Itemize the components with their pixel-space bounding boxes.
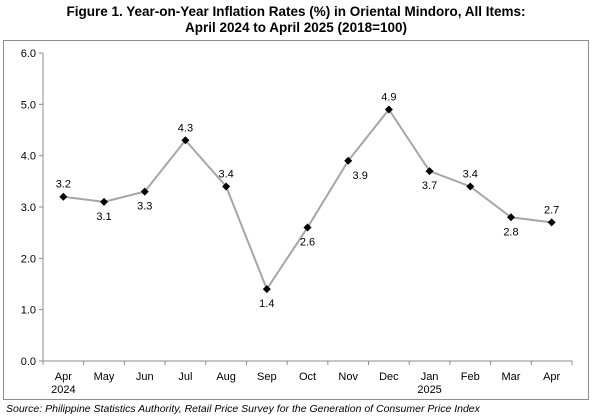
data-point-marker xyxy=(303,223,312,232)
x-tick-label: Mar xyxy=(501,371,520,383)
data-point-marker xyxy=(506,213,515,222)
x-tick-label: Aug xyxy=(216,371,236,383)
x-tick-label: Apr xyxy=(55,371,72,383)
x-tick-label: Jun xyxy=(136,371,154,383)
data-point-marker xyxy=(425,167,434,176)
data-markers xyxy=(59,105,556,294)
chart-title: Figure 1. Year-on-Year Inflation Rates (… xyxy=(0,4,592,36)
x-tick-label: Feb xyxy=(461,371,480,383)
x-tick-label: Jan xyxy=(421,371,439,383)
data-label: 3.9 xyxy=(353,170,368,182)
data-label: 2.8 xyxy=(503,226,518,238)
y-axis-ticks: 0.0 1.0 2.0 3.0 4.0 5.0 6.0 xyxy=(21,48,43,368)
data-label: 3.7 xyxy=(422,180,437,192)
data-label: 2.7 xyxy=(544,204,559,216)
data-label: 3.2 xyxy=(56,179,71,191)
data-point-marker xyxy=(100,197,109,206)
y-tick-label: 3.0 xyxy=(21,202,36,214)
data-label: 2.6 xyxy=(300,237,315,249)
data-label: 3.3 xyxy=(137,201,152,213)
data-label: 4.3 xyxy=(178,122,193,134)
data-point-marker xyxy=(344,156,353,165)
data-point-marker xyxy=(222,182,231,191)
y-tick-label: 1.0 xyxy=(21,305,36,317)
data-point-marker xyxy=(59,192,68,201)
y-tick-label: 4.0 xyxy=(21,151,36,163)
chart-title-line-1: Figure 1. Year-on-Year Inflation Rates (… xyxy=(66,4,526,19)
x-tick-label: Sep xyxy=(257,371,277,383)
y-tick-label: 0.0 xyxy=(21,356,36,368)
chart-title-line-2: April 2024 to April 2025 (2018=100) xyxy=(185,20,407,35)
x-tick-year-label: 2024 xyxy=(51,384,75,396)
x-tick-label: Nov xyxy=(338,371,358,383)
chart-axes xyxy=(42,53,572,362)
data-point-marker xyxy=(384,105,393,114)
series-line-group xyxy=(63,107,552,292)
data-point-marker xyxy=(466,182,475,191)
data-labels: 3.2 3.1 3.3 4.3 3.4 1.4 2.6 3.9 4.9 3.7 3.4 2.8 2.7 xyxy=(56,91,560,310)
data-point-marker xyxy=(181,136,190,145)
series-line xyxy=(63,107,552,292)
data-point-marker xyxy=(140,187,149,196)
x-tick-label: Jul xyxy=(178,371,192,383)
y-tick-label: 6.0 xyxy=(21,48,36,60)
chart-frame xyxy=(3,40,589,400)
source-note: Source: Philippine Statistics Authority,… xyxy=(6,403,480,415)
x-tick-year-label: 2025 xyxy=(417,384,441,396)
data-label: 3.1 xyxy=(96,211,111,223)
data-point-marker xyxy=(547,218,556,227)
x-tick-label: Oct xyxy=(299,371,316,383)
y-tick-label: 5.0 xyxy=(21,99,36,111)
x-tick-label: May xyxy=(94,371,115,383)
data-point-marker xyxy=(262,285,271,294)
data-label: 1.4 xyxy=(259,298,274,310)
x-tick-label: Dec xyxy=(379,371,399,383)
data-label: 3.4 xyxy=(463,168,478,180)
data-label: 4.9 xyxy=(381,91,396,103)
x-tick-label: Apr xyxy=(543,371,560,383)
y-tick-label: 2.0 xyxy=(21,253,36,265)
data-label: 3.4 xyxy=(218,168,233,180)
